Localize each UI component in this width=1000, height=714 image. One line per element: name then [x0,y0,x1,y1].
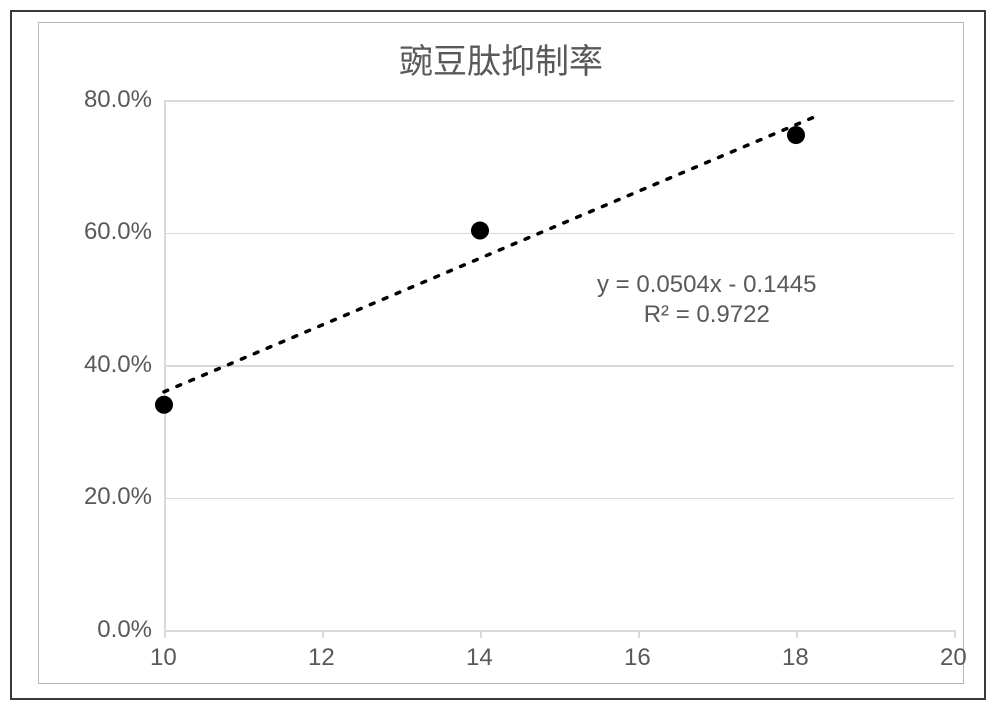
chart-svg [0,0,1000,714]
equation-line-2: R² = 0.9722 [597,300,817,330]
trendline-equation: y = 0.0504x - 0.1445 R² = 0.9722 [597,270,817,330]
trendline [164,115,820,392]
data-point [471,222,489,240]
data-point [787,126,805,144]
data-point [155,396,173,414]
equation-line-1: y = 0.0504x - 0.1445 [597,270,817,300]
